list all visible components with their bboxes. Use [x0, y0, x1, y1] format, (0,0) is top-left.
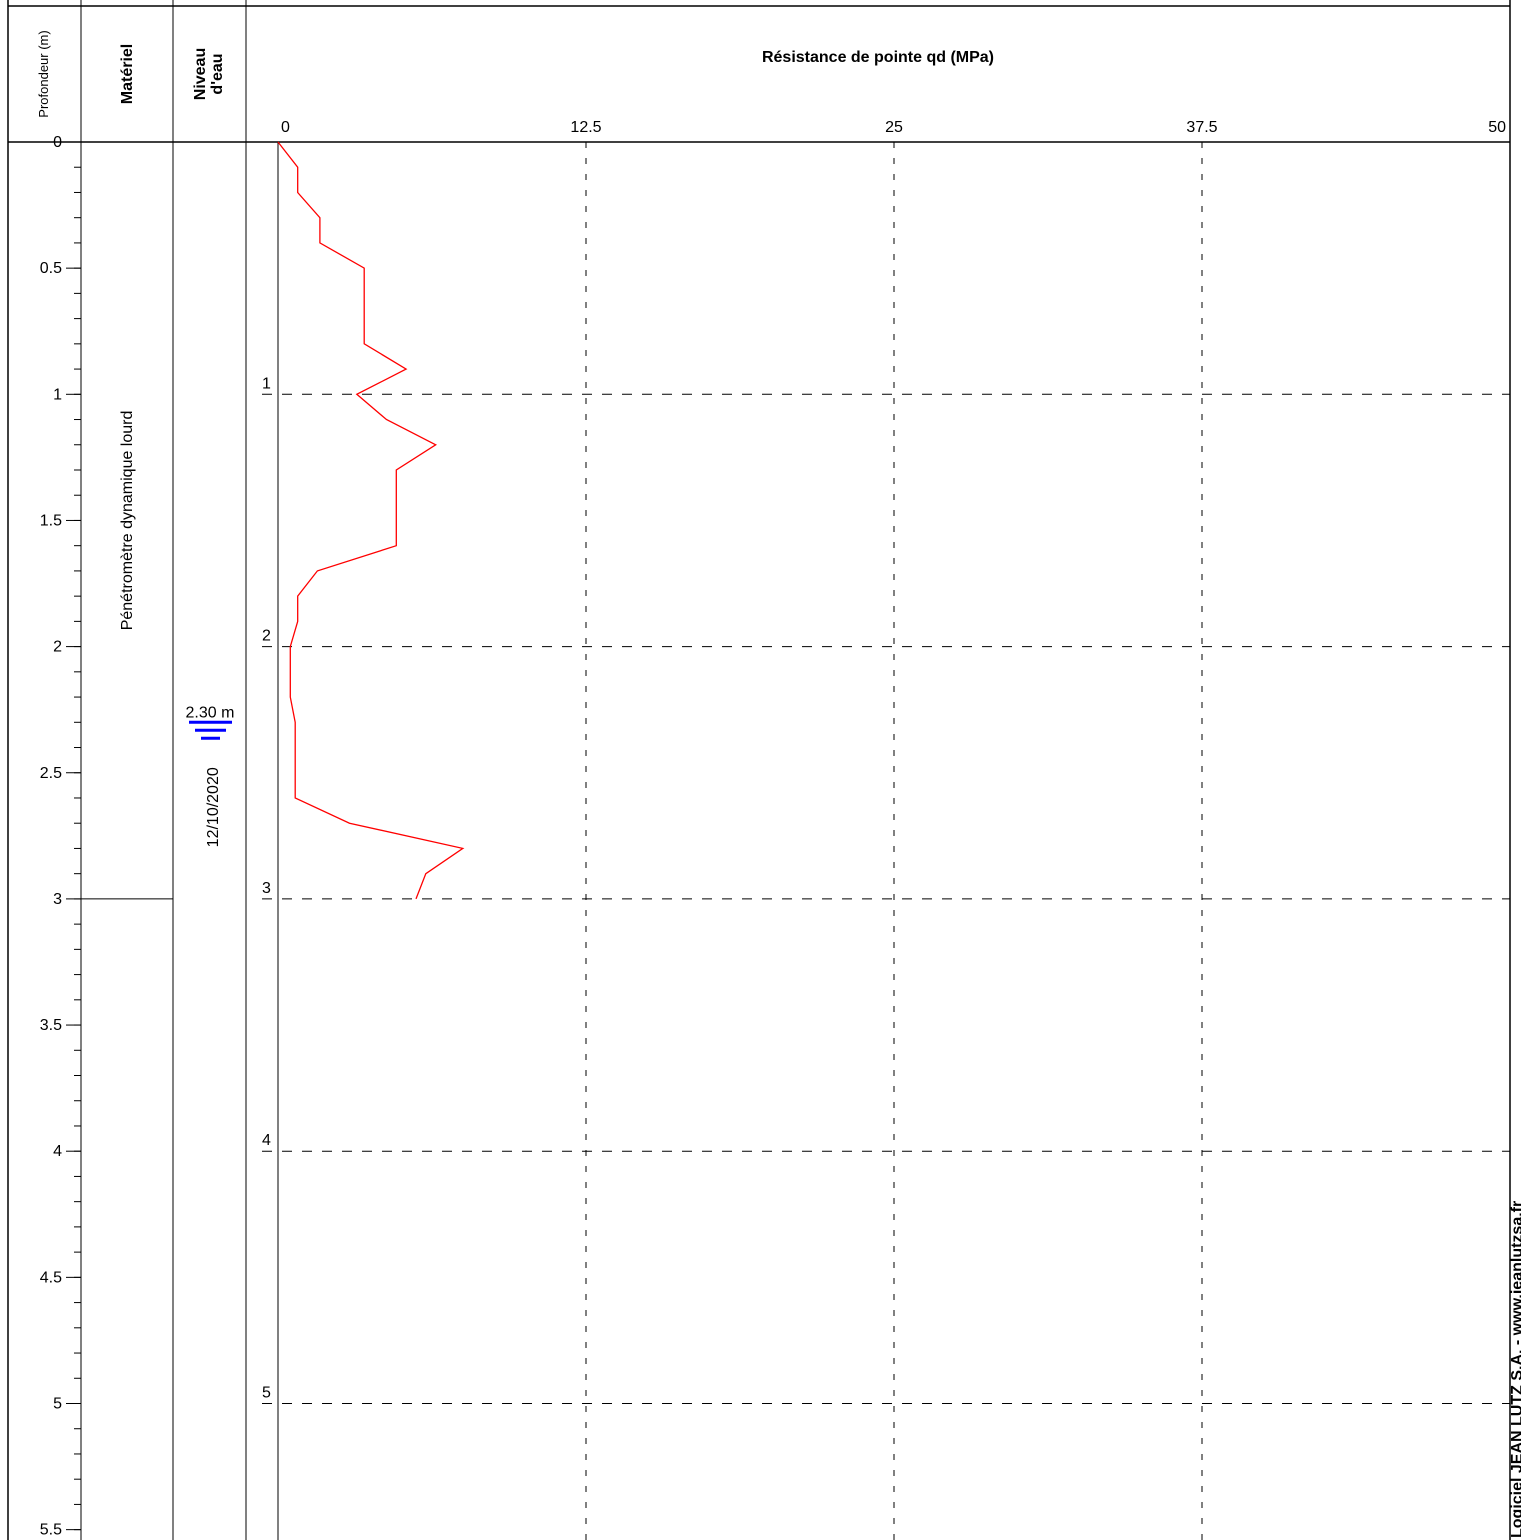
water-level-date: 12/10/2020	[205, 767, 222, 847]
chart-series	[277, 141, 465, 900]
chart-grid: 1 2 3 4 5	[262, 142, 1510, 1540]
depth-grid-label: 4	[262, 1132, 271, 1149]
material-column: Pénétromètre dynamique lourd	[81, 411, 173, 900]
depth-tick-label: 2	[53, 639, 62, 656]
depth-tick-label: 3	[53, 891, 62, 908]
x-tick-label: 25	[885, 119, 903, 136]
qd-resistance-line	[277, 141, 465, 900]
depth-tick-label: 5.5	[40, 1522, 62, 1539]
water-level-column: 2.30 m 12/10/2020	[186, 704, 235, 847]
software-watermark: Logiciel JEAN LUTZ S.A. - www.jeanlutzsa…	[1509, 1201, 1521, 1538]
depth-grid-label: 1	[262, 375, 271, 392]
depth-grid-label: 5	[262, 1385, 271, 1402]
depth-tick-label: 4	[53, 1143, 62, 1160]
depth-grid-label: 3	[262, 880, 271, 897]
depth-axis: 0 0.5 1 1.5 2 2.5 3 3.5 4 4.5 5 5.5	[40, 134, 81, 1539]
depth-tick-label: 2.5	[40, 765, 62, 782]
column-frame	[7, 0, 1511, 1540]
material-header: Matériel	[119, 44, 136, 104]
water-header-line1: Niveau	[192, 48, 209, 100]
depth-header: Profondeur (m)	[36, 30, 51, 117]
depth-tick-label: 5	[53, 1396, 62, 1413]
depth-grid-label: 2	[262, 628, 271, 645]
x-tick-label: 50	[1488, 119, 1506, 136]
depth-tick-label: 4.5	[40, 1269, 62, 1286]
depth-tick-label: 1.5	[40, 512, 62, 529]
depth-tick-label: 3.5	[40, 1017, 62, 1034]
x-tick-label: 0	[281, 119, 290, 136]
water-header-line2: d'eau	[209, 53, 226, 94]
chart-axes: 0 12.5 25 37.5 50	[277, 119, 1506, 1540]
depth-tick-label: 0	[53, 134, 62, 151]
material-label: Pénétromètre dynamique lourd	[119, 411, 136, 631]
x-tick-label: 37.5	[1186, 119, 1217, 136]
depth-tick-label: 0.5	[40, 260, 62, 277]
chart-title: Résistance de pointe qd (MPa)	[762, 49, 994, 66]
water-level-label: 2.30 m	[186, 704, 235, 721]
x-tick-label: 12.5	[570, 119, 601, 136]
depth-tick-label: 1	[53, 386, 62, 403]
